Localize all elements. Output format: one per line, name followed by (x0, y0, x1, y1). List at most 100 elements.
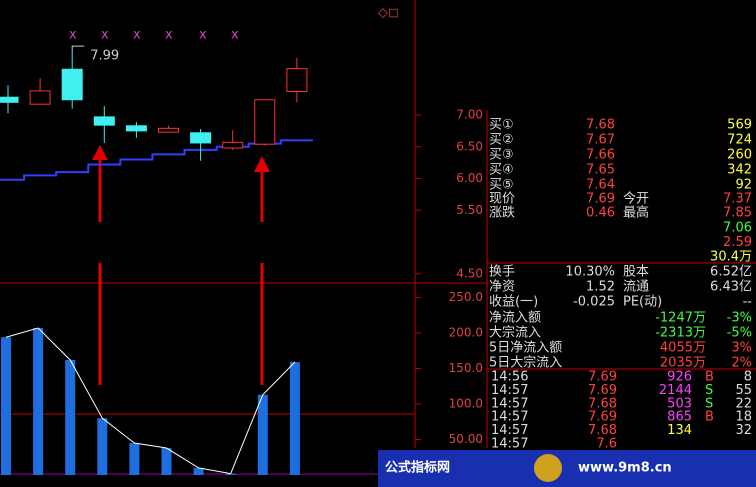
banner-right: www.9m8.cn (578, 461, 672, 476)
cell: 最高 (623, 205, 649, 221)
cell: -3% (727, 311, 752, 326)
cell: 净资 (489, 280, 515, 295)
candle-body (254, 99, 276, 145)
cell: 32 (735, 423, 752, 438)
cell: 7.6 (596, 437, 617, 452)
volume-bar (1, 337, 11, 475)
cell: 503 (667, 396, 692, 411)
volume-bar (33, 328, 44, 475)
svg-text:x: x (231, 28, 239, 43)
svg-text:x: x (199, 28, 207, 43)
cell: -5% (727, 326, 752, 341)
cell: -1247万 (655, 311, 706, 326)
volume-bar (289, 362, 300, 475)
cell: -- (743, 295, 753, 310)
price-axis-label: 6.50 (456, 139, 483, 153)
price-axis-label: 5.50 (456, 203, 483, 217)
cell: 4055万 (660, 341, 706, 356)
cell: 买⑤ (489, 178, 514, 193)
cell: 7.68 (588, 396, 617, 411)
cell: 收益(一) (489, 295, 538, 310)
volume-axis-label: 150.0 (449, 361, 483, 375)
candle-body (190, 132, 212, 144)
candle-body (222, 141, 244, 149)
cell: 5日净流入额 (489, 341, 562, 356)
cell: 569 (727, 118, 752, 133)
high-label: 7.99 (90, 49, 119, 64)
cell: -2313万 (655, 326, 706, 341)
cell: 10.30% (565, 265, 615, 280)
cell: 5日大宗流入 (489, 355, 562, 371)
candle-body (286, 68, 308, 93)
volume-bar (225, 473, 236, 475)
cell: 2% (731, 356, 752, 371)
candle-body (158, 127, 179, 133)
banner-left: 公式指标网 (385, 460, 450, 476)
volume-bar (97, 418, 108, 475)
cell: 流通 (623, 280, 649, 295)
cell: 换手 (489, 265, 515, 280)
toolbar-icons[interactable]: ◇◻ (378, 6, 399, 21)
cell: 14:57 (491, 383, 528, 398)
svg-text:x: x (165, 28, 173, 43)
cell: 18 (735, 410, 752, 425)
cell: 7.69 (586, 192, 615, 207)
cell: 865 (667, 410, 692, 425)
cell: 1.52 (586, 280, 615, 295)
arrows (92, 145, 270, 385)
volume-bar (193, 467, 204, 475)
cell: S (705, 383, 713, 398)
cell: 7.68 (586, 118, 615, 133)
cell: 14:56 (491, 370, 528, 385)
cell: 2144 (659, 383, 692, 398)
volume-axis-label: 200.0 (449, 326, 483, 340)
volume-bar (161, 448, 172, 475)
volume-bar (129, 443, 140, 475)
cell: 7.66 (586, 148, 615, 163)
cell: 现价 (489, 192, 515, 207)
cell: 7.85 (723, 206, 752, 221)
candle-body (29, 90, 51, 105)
volume-axis-label: 250.0 (449, 290, 483, 304)
volume-bar (65, 359, 76, 475)
cell: 7.06 (723, 221, 752, 236)
cell: 买③ (489, 148, 514, 163)
candle-body (61, 68, 83, 101)
cell: B (705, 410, 714, 425)
ma-line (0, 139, 313, 181)
cell: 今开 (623, 191, 649, 207)
cell: 7.68 (588, 423, 617, 438)
volume-line (5, 327, 296, 475)
cell: 买④ (489, 163, 514, 178)
candle-body (125, 125, 147, 132)
cell: 7.64 (586, 178, 615, 193)
cell: 14:57 (491, 423, 528, 438)
cell: 14:57 (491, 410, 528, 425)
cell: 55 (735, 383, 752, 398)
price-axis-label: 6.00 (456, 171, 483, 185)
svg-text:x: x (101, 28, 109, 43)
cell: 7.37 (723, 192, 752, 207)
cell: 7.65 (586, 163, 615, 178)
cell: 7.69 (588, 383, 617, 398)
volume-axis-label: 50.00 (449, 432, 483, 446)
cell: 2035万 (660, 356, 706, 371)
svg-text:x: x (69, 28, 77, 43)
cell: 7.69 (588, 370, 617, 385)
banner: 公式指标网 www.9m8.cn (378, 450, 756, 487)
cell: 14:57 (491, 437, 528, 452)
cell: 260 (727, 148, 752, 163)
cell: PE(动) (623, 295, 662, 310)
cell: 大宗流入 (489, 325, 541, 341)
cell: 22 (735, 396, 752, 411)
cell: 134 (667, 423, 692, 438)
cell: 3% (731, 341, 752, 356)
frame (0, 0, 756, 475)
cell: 股本 (623, 265, 649, 280)
high-pointer (71, 45, 85, 53)
cell: 30.4万 (710, 250, 752, 265)
cell: 涨跌 (489, 205, 515, 221)
